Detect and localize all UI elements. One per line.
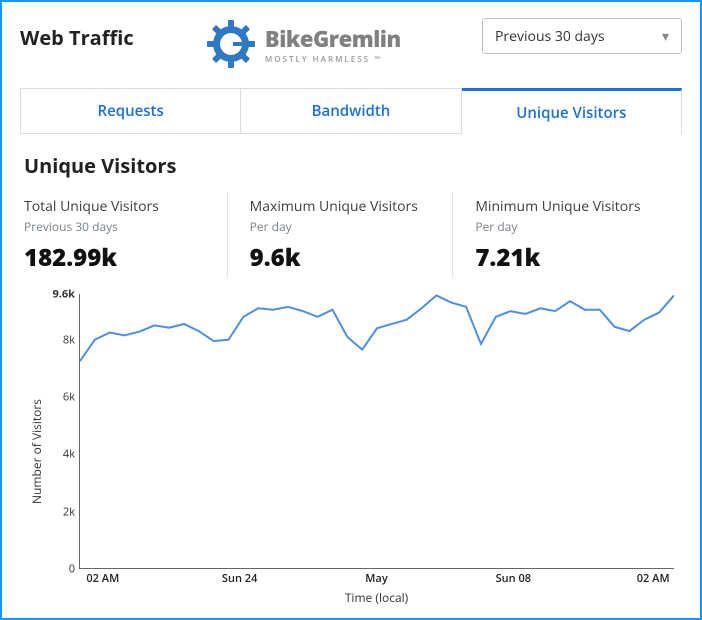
chevron-down-icon: ▾: [662, 27, 669, 46]
xtick-label: 02 AM: [86, 571, 119, 586]
tab-unique-visitors[interactable]: Unique Visitors: [462, 88, 682, 134]
time-range-value: Previous 30 days: [495, 27, 605, 46]
visitors-chart: Number of Visitors 0 2k 4k 6k 8k 9.6k 02 AM Su…: [20, 288, 682, 608]
ytick-label: 8k: [63, 332, 75, 347]
xtick-label: 02 AM: [637, 571, 670, 586]
xtick-label: May: [365, 571, 387, 586]
ytick-max-label: 9.6k: [52, 287, 75, 302]
ytick-label: 2k: [63, 504, 75, 519]
summary-stats: Total Unique Visitors Previous 30 days 1…: [20, 193, 682, 288]
stat-sublabel: Per day: [250, 218, 431, 235]
stat-label: Maximum Unique Visitors: [250, 197, 431, 216]
brand-text: BikeGremlin MOSTLY HARMLESS ™: [265, 24, 401, 65]
stat-max: Maximum Unique Visitors Per day 9.6k: [227, 193, 453, 278]
section-title: Unique Visitors: [24, 152, 682, 179]
ytick-label: 4k: [63, 447, 75, 462]
chart-xaxis: 02 AM Sun 24 May Sun 08 02 AM: [79, 569, 674, 585]
web-traffic-panel: Web Traffic: [0, 0, 702, 620]
ytick-label: 0: [69, 562, 75, 577]
stat-value: 9.6k: [250, 241, 431, 274]
panel-title: Web Traffic: [20, 18, 134, 51]
stat-min: Minimum Unique Visitors Per day 7.21k: [452, 193, 678, 278]
metric-tabs: Requests Bandwidth Unique Visitors: [20, 88, 682, 134]
xtick-label: Sun 24: [222, 571, 257, 586]
chart-xlabel: Time (local): [79, 589, 674, 606]
tab-requests[interactable]: Requests: [20, 88, 241, 134]
stat-label: Total Unique Visitors: [24, 197, 205, 216]
time-range-dropdown[interactable]: Previous 30 days ▾: [482, 18, 682, 54]
panel-header: Web Traffic: [20, 18, 682, 70]
stat-value: 182.99k: [24, 241, 205, 274]
stat-sublabel: Previous 30 days: [24, 218, 205, 235]
stat-value: 7.21k: [475, 241, 656, 274]
brand-tagline: MOSTLY HARMLESS ™: [265, 54, 401, 65]
brand-logo: BikeGremlin MOSTLY HARMLESS ™: [205, 18, 401, 70]
gear-icon: [205, 18, 257, 70]
ytick-label: 6k: [63, 390, 75, 405]
stat-label: Minimum Unique Visitors: [475, 197, 656, 216]
brand-name: BikeGremlin: [265, 24, 401, 54]
chart-plot-area: [79, 294, 674, 569]
xtick-label: Sun 08: [496, 571, 531, 586]
tab-bandwidth[interactable]: Bandwidth: [241, 88, 461, 134]
chart-ylabel: Number of Visitors: [24, 294, 45, 608]
stat-total: Total Unique Visitors Previous 30 days 1…: [24, 193, 227, 278]
chart-yaxis: 02k4k6k8k9.6k: [45, 294, 79, 569]
stat-sublabel: Per day: [475, 218, 656, 235]
